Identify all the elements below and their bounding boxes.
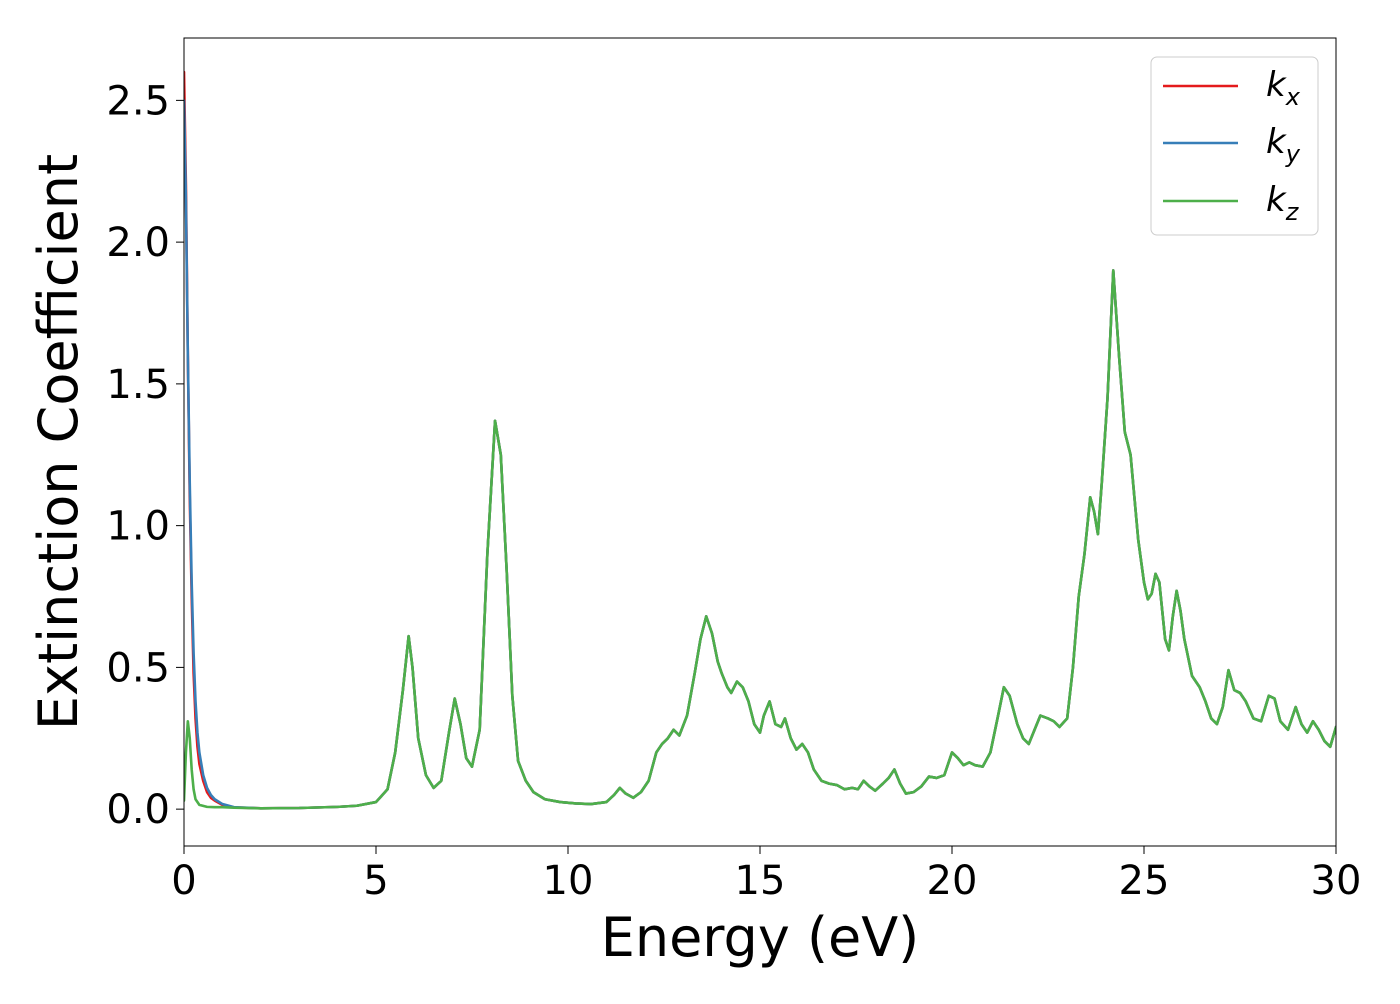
x-tick-label: 30 (1311, 858, 1362, 904)
y-axis-label: Extinction Coefficient (27, 154, 90, 730)
legend-box (1150, 56, 1319, 236)
x-tick-label: 5 (363, 858, 388, 904)
x-tick-label: 15 (735, 858, 786, 904)
x-axis: 0 5 10 15 20 25 30 (171, 846, 1361, 904)
y-tick-label: 1.5 (106, 362, 170, 408)
legend: kx ky kz (1150, 56, 1319, 236)
y-tick-label: 0.5 (106, 645, 170, 691)
y-tick-label: 2.0 (106, 220, 170, 266)
legend-label-z: kz (1266, 180, 1300, 226)
x-tick-label: 10 (543, 858, 594, 904)
x-tick-label: 25 (1119, 858, 1170, 904)
series-line-z (184, 269, 1336, 810)
y-axis: 0.0 0.5 1.0 1.5 2.0 2.5 (106, 78, 184, 833)
legend-label-y: ky (1266, 122, 1301, 168)
legend-label-x: kx (1266, 65, 1301, 111)
y-tick-label: 1.0 (106, 504, 170, 550)
x-tick-label: 0 (171, 858, 196, 904)
x-axis-label: Energy (eV) (601, 906, 920, 969)
x-tick-label: 20 (927, 858, 978, 904)
y-tick-label: 2.5 (106, 78, 170, 124)
y-tick-label: 0.0 (106, 787, 170, 833)
series-layer (184, 70, 1336, 810)
